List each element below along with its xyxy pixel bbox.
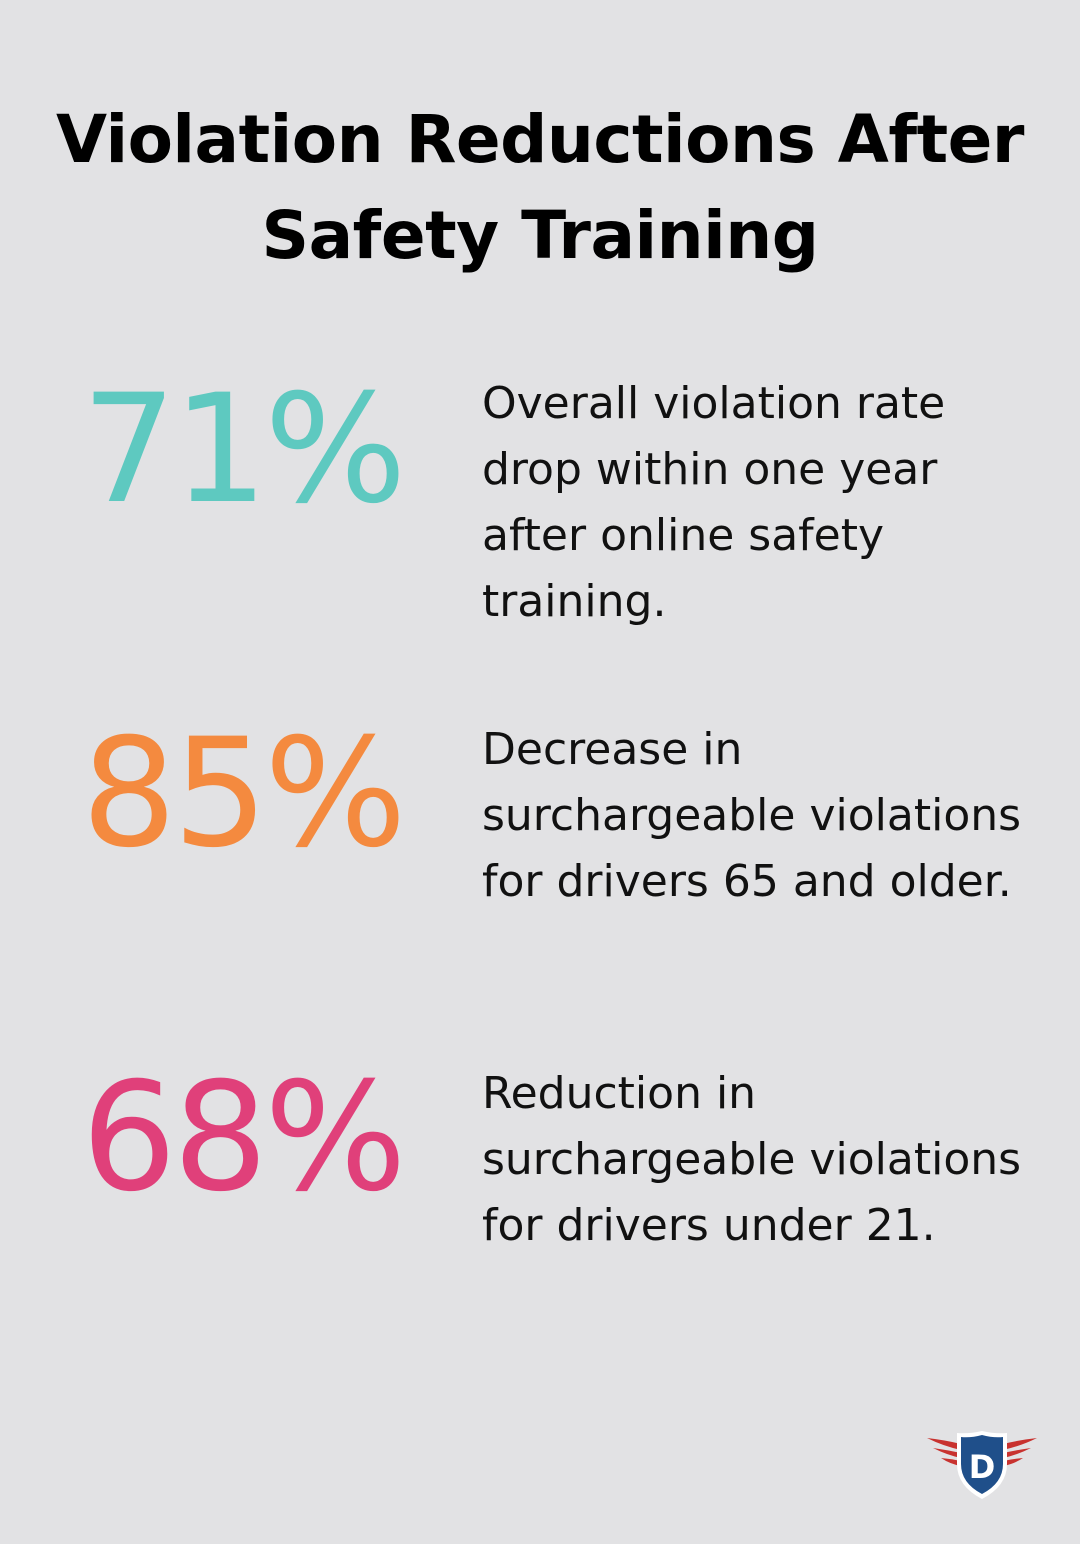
winged-shield-d-icon: D xyxy=(927,1431,1037,1499)
right-wing xyxy=(1003,1438,1037,1466)
stat-value: 85% xyxy=(81,707,406,881)
stat-value: 68% xyxy=(81,1051,406,1225)
stat-value: 71% xyxy=(81,363,406,537)
left-wing xyxy=(927,1438,961,1466)
stat-description: Overall violation rate drop within one y… xyxy=(482,378,946,627)
stat-description: Reduction in surchargeable violations fo… xyxy=(482,1068,1022,1251)
logo-letter: D xyxy=(969,1448,996,1486)
stat-description: Decrease in surchargeable violations for… xyxy=(482,724,1022,907)
page-title: Violation Reductions After Safety Traini… xyxy=(56,101,1024,274)
